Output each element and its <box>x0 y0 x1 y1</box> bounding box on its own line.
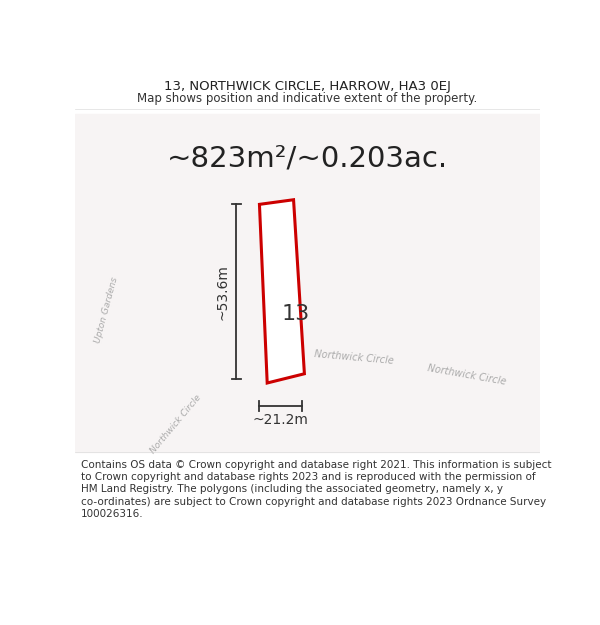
Text: HM Land Registry. The polygons (including the associated geometry, namely x, y: HM Land Registry. The polygons (includin… <box>81 484 503 494</box>
Text: Northwick Circle: Northwick Circle <box>149 392 203 455</box>
Text: ~21.2m: ~21.2m <box>253 413 309 427</box>
Text: 100026316.: 100026316. <box>81 509 144 519</box>
Text: 13, NORTHWICK CIRCLE, HARROW, HA3 0EJ: 13, NORTHWICK CIRCLE, HARROW, HA3 0EJ <box>164 80 451 93</box>
Bar <box>75 114 540 452</box>
Text: Contains OS data © Crown copyright and database right 2021. This information is : Contains OS data © Crown copyright and d… <box>81 459 552 469</box>
Text: to Crown copyright and database rights 2023 and is reproduced with the permissio: to Crown copyright and database rights 2… <box>81 472 536 482</box>
Text: ~53.6m: ~53.6m <box>215 264 229 320</box>
Text: 13: 13 <box>282 304 310 324</box>
Text: Northwick Circle: Northwick Circle <box>426 364 506 387</box>
Polygon shape <box>259 200 304 383</box>
Text: Map shows position and indicative extent of the property.: Map shows position and indicative extent… <box>137 92 478 104</box>
Text: Upton Gardens: Upton Gardens <box>93 276 119 344</box>
Text: co-ordinates) are subject to Crown copyright and database rights 2023 Ordnance S: co-ordinates) are subject to Crown copyr… <box>81 497 547 507</box>
Text: Northwick Circle: Northwick Circle <box>314 349 394 366</box>
Text: ~823m²/~0.203ac.: ~823m²/~0.203ac. <box>167 144 448 172</box>
